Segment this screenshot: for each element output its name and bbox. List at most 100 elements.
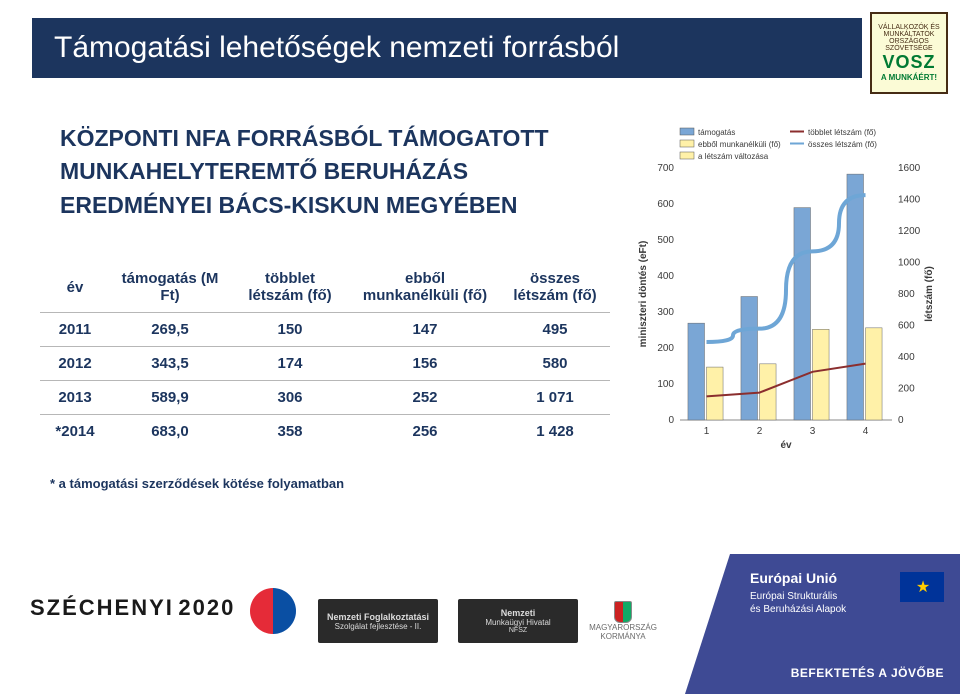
y-right-tick: 0	[898, 415, 904, 426]
bar	[707, 367, 724, 420]
table-cell: 252	[350, 381, 500, 415]
table-cell: 580	[500, 347, 610, 381]
y-right-tick: 600	[898, 321, 915, 332]
footer-box1-title: Nemzeti Foglalkoztatási	[327, 612, 429, 622]
table-body: 2011269,51501474952012343,51741565802013…	[40, 313, 610, 449]
table-cell: 269,5	[110, 313, 230, 347]
slide: Támogatási lehetőségek nemzeti forrásból…	[0, 0, 960, 694]
footer-box1-sub: Szolgálat fejlesztése - II.	[335, 622, 422, 631]
footer-box-nmh: Nemzeti Munkaügyi Hivatal NFSZ	[458, 599, 578, 643]
table-cell: *2014	[40, 415, 110, 449]
y-right-tick: 800	[898, 289, 915, 300]
vosz-logo-top: VÁLLALKOZÓK ÉS MUNKÁLTATÓK ORSZÁGOS SZÖV…	[872, 24, 946, 52]
y-right-tick: 1200	[898, 226, 921, 237]
chart: támogatás többlet létszám (fő) ebből munka…	[632, 120, 940, 460]
table-row: 2012343,5174156580	[40, 347, 610, 381]
line-series	[707, 364, 866, 397]
hungary-crest: MAGYARORSZÁG KORMÁNYA	[598, 596, 648, 646]
legend-label: összes létszám (fő)	[808, 140, 877, 149]
footer-box-nfsi: Nemzeti Foglalkoztatási Szolgálat fejles…	[318, 599, 438, 643]
table-cell: 589,9	[110, 381, 230, 415]
y-left-tick: 200	[657, 343, 674, 354]
x-axis-label: év	[780, 440, 792, 451]
legend-label: ebből munkanélküli (fő)	[698, 140, 781, 149]
y-left-tick: 300	[657, 307, 674, 318]
table-header-cell: összes létszám (fő)	[500, 262, 610, 313]
table-cell: 2011	[40, 313, 110, 347]
y-left-tick: 500	[657, 235, 674, 246]
table-row: 2013589,93062521 071	[40, 381, 610, 415]
eu-sub: Európai Strukturális és Beruházási Alapo…	[750, 590, 846, 616]
y-right-tick: 400	[898, 352, 915, 363]
table-cell: 156	[350, 347, 500, 381]
footer-mid: Nemzeti Foglalkoztatási Szolgálat fejles…	[318, 596, 648, 646]
vosz-logo-sub: A MUNKÁÉRT!	[881, 73, 937, 82]
table-cell: 343,5	[110, 347, 230, 381]
y-right-tick: 1000	[898, 258, 921, 269]
x-tick: 2	[757, 426, 763, 437]
table-cell: 174	[230, 347, 350, 381]
szechenyi-circle-icon	[250, 588, 296, 634]
y-left-tick: 600	[657, 199, 674, 210]
bar	[866, 328, 883, 420]
table-cell: 495	[500, 313, 610, 347]
bar	[794, 208, 811, 420]
table-header-cell: támogatás (M Ft)	[110, 262, 230, 313]
vosz-logo: VÁLLALKOZÓK ÉS MUNKÁLTATÓK ORSZÁGOS SZÖV…	[870, 12, 948, 94]
y-left-tick: 400	[657, 271, 674, 282]
bar	[741, 297, 758, 420]
table-cell: 1 428	[500, 415, 610, 449]
x-tick: 1	[704, 426, 710, 437]
table-row: *2014683,03582561 428	[40, 415, 610, 449]
vosz-logo-main: VOSZ	[882, 52, 935, 73]
eu-star: ★	[916, 577, 928, 597]
table-header-cell: év	[40, 262, 110, 313]
x-tick: 3	[810, 426, 816, 437]
footer-box2-sub: Munkaügyi Hivatal	[485, 618, 550, 627]
bar	[688, 323, 705, 420]
table-header-cell: ebből munkanélküli (fő)	[350, 262, 500, 313]
table-footnote: * a támogatási szerződések kötése folyam…	[50, 476, 344, 491]
table-cell: 256	[350, 415, 500, 449]
data-table: évtámogatás (M Ft)többlet létszám (fő)eb…	[40, 262, 610, 448]
subtitle: KÖZPONTI NFA FORRÁSBÓL TÁMOGATOTT MUNKAH…	[60, 122, 600, 222]
y-right-tick: 1600	[898, 163, 921, 174]
footer-box2-title: Nemzeti	[501, 608, 536, 618]
y-left-tick: 100	[657, 379, 674, 390]
table-cell: 683,0	[110, 415, 230, 449]
szechenyi-year: 2020	[178, 595, 235, 620]
szechenyi-block: SZÉCHENYI 2020	[30, 588, 296, 634]
szechenyi-label: SZÉCHENYI	[30, 595, 174, 620]
y-left-tick: 700	[657, 163, 674, 174]
table-cell: 2013	[40, 381, 110, 415]
chart-svg: támogatás többlet létszám (fő) ebből munka…	[632, 120, 940, 460]
y-left-tick: 0	[668, 415, 674, 426]
table-cell: 1 071	[500, 381, 610, 415]
eu-flag-icon: ★	[900, 572, 944, 602]
legend-label: a létszám változása	[698, 152, 769, 161]
eu-panel: Európai Unió Európai Strukturális és Ber…	[730, 554, 960, 694]
crest-label: MAGYARORSZÁG KORMÁNYA	[578, 623, 668, 641]
slide-header: Támogatási lehetőségek nemzeti forrásból	[32, 18, 862, 78]
table-cell: 150	[230, 313, 350, 347]
y-right-tick: 200	[898, 384, 915, 395]
y-right-label: létszám (fő)	[924, 266, 935, 322]
y-left-label: miniszteri döntés (eFt)	[638, 241, 649, 348]
table-cell: 306	[230, 381, 350, 415]
slide-title: Támogatási lehetőségek nemzeti forrásból	[54, 31, 619, 65]
eu-slogan: BEFEKTETÉS A JÖVŐBE	[791, 666, 944, 680]
shield-icon	[614, 601, 632, 623]
x-tick: 4	[863, 426, 869, 437]
table-cell: 2012	[40, 347, 110, 381]
table-header-row: évtámogatás (M Ft)többlet létszám (fő)eb…	[40, 262, 610, 313]
table-row: 2011269,5150147495	[40, 313, 610, 347]
table-cell: 358	[230, 415, 350, 449]
line-series	[707, 195, 866, 342]
eu-title: Európai Unió	[750, 570, 837, 586]
legend-label: támogatás	[698, 128, 735, 137]
chart-legend: támogatás többlet létszám (fő) ebből munka…	[680, 128, 877, 161]
bar	[813, 329, 830, 420]
footer-box2-tag: NFSZ	[509, 627, 527, 634]
bar	[847, 174, 864, 420]
legend-label: többlet létszám (fő)	[808, 128, 876, 137]
